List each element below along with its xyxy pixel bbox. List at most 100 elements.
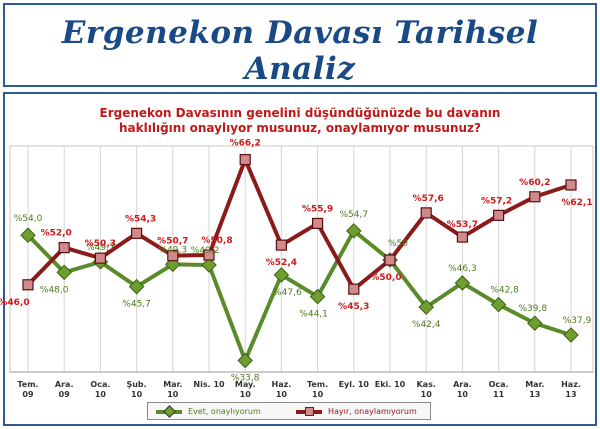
data-label-hayir: %50,0 <box>370 273 401 283</box>
legend-label-evet: Evet, onaylıyorum <box>188 407 261 416</box>
data-point-hayir <box>348 283 360 295</box>
data-point-hayir <box>456 231 468 243</box>
data-label-evet: %54,7 <box>340 210 369 220</box>
data-label-evet: %54,0 <box>14 214 43 224</box>
data-point-evet <box>490 296 507 313</box>
data-label-hayir: %57,2 <box>481 196 512 206</box>
x-tick-label: Tem. <box>307 380 328 389</box>
data-label-hayir: %57,6 <box>413 194 444 204</box>
data-point-hayir <box>529 191 541 203</box>
x-tick-label: 10 <box>240 390 252 399</box>
x-tick-label: Eki. 10 <box>375 380 406 389</box>
data-point-evet <box>20 227 36 243</box>
data-label-evet: %37,9 <box>563 316 592 326</box>
data-point-evet <box>454 275 471 291</box>
data-label-hayir: %62,1 <box>561 198 592 208</box>
chart-title-line-1: Ergenekon Davasının genelini düşündüğünü… <box>99 106 501 120</box>
data-label-evet: %42,4 <box>412 320 441 330</box>
x-tick-label: Ara. <box>453 380 472 389</box>
chart-title-line-2: haklılığını onaylıyor musunuz, onaylamıy… <box>119 121 481 135</box>
data-label-hayir: %53,7 <box>447 220 478 230</box>
data-label-evet: %49,3 <box>159 245 188 255</box>
x-tick-label: Nis. 10 <box>193 380 225 389</box>
data-labels: %54,0 %48,0 %49,7 %45,7 %49,3 %49,2 %33,8 %47,6… <box>0 139 593 384</box>
x-tick-label: 10 <box>276 390 288 399</box>
page-title: Ergenekon Davası Tarihsel Analiz <box>61 15 539 87</box>
series-line-evet <box>26 228 572 363</box>
x-tick-label: Haz. <box>272 380 292 389</box>
legend-marker-hayir <box>305 407 314 416</box>
x-tick-label: 11 <box>493 390 505 399</box>
data-label-evet: %47,6 <box>273 288 302 298</box>
x-tick-label: 09 <box>22 390 34 399</box>
data-label-hayir: %54,3 <box>125 214 156 224</box>
data-point-evet <box>527 315 543 332</box>
data-label-hayir: %52,0 <box>41 229 72 239</box>
x-tick-label: Oca. <box>489 380 509 389</box>
data-label-hayir: %52,4 <box>266 258 297 268</box>
data-point-hayir <box>384 254 396 266</box>
x-tick-label: Mar. <box>525 380 544 389</box>
data-point-evet <box>237 352 253 369</box>
x-tick-label: 10 <box>312 390 324 399</box>
data-point-evet <box>56 264 72 281</box>
legend: Evet, onaylıyorum Hayır, onaylamıyorum <box>147 402 431 420</box>
data-label-evet: %42,8 <box>490 286 519 296</box>
data-label-hayir: %66,2 <box>230 139 261 149</box>
data-label-hayir: %55,9 <box>302 204 333 214</box>
grid <box>9 145 594 373</box>
data-point-hayir <box>493 209 505 221</box>
x-tick-label: 10 <box>95 390 107 399</box>
data-point-evet <box>128 278 145 295</box>
x-tick-label: Kas. <box>416 380 435 389</box>
data-label-evet: %39,8 <box>519 304 548 314</box>
data-point-evet <box>309 288 326 305</box>
x-tick-label: Mar. <box>163 380 182 389</box>
x-tick-label: Ara. <box>55 380 74 389</box>
x-tick-label: 13 <box>529 390 540 399</box>
data-label-evet: %48,0 <box>40 285 69 295</box>
data-point-hayir <box>94 252 107 264</box>
header-banner: Ergenekon Davası Tarihsel Analiz <box>3 3 597 87</box>
data-point-hayir <box>22 279 34 291</box>
data-label-hayir: %50,8 <box>201 236 232 246</box>
data-label-evet: %46,3 <box>448 264 477 274</box>
plot-area <box>9 145 594 373</box>
x-tick-label: Oca. <box>90 380 110 389</box>
series-line-hayir <box>26 157 572 292</box>
data-label-hayir: %50,3 <box>85 239 116 249</box>
data-label-evet: %33,8 <box>231 373 260 383</box>
data-label-evet: %49,7 <box>86 243 115 253</box>
data-label-hayir: %45,3 <box>338 302 369 312</box>
data-point-evet <box>201 257 217 273</box>
data-label-hayir: %46,0 <box>0 298 30 308</box>
x-tick-label: Eyl. 10 <box>339 380 370 389</box>
x-tick-label: 13 <box>565 390 576 399</box>
x-tick-label: Haz. <box>561 380 581 389</box>
x-tick-label: 10 <box>421 390 433 399</box>
data-point-hayir <box>131 227 143 239</box>
data-point-hayir <box>58 242 70 254</box>
x-tick-label: 10 <box>167 390 179 399</box>
data-point-hayir <box>239 153 251 166</box>
data-point-hayir <box>565 179 577 191</box>
data-point-evet <box>273 267 290 283</box>
data-label-evet: %50 <box>388 239 408 249</box>
x-tick-label: May. <box>235 380 256 389</box>
data-point-hayir <box>203 249 215 261</box>
x-tick-label: 10 <box>131 390 143 399</box>
x-tick-label: Şub. <box>126 380 146 389</box>
data-label-hayir: %50,7 <box>157 237 188 247</box>
data-point-hayir <box>420 207 432 219</box>
x-tick-label: 10 <box>457 390 469 399</box>
data-label-evet: %44,1 <box>299 310 328 320</box>
data-point-hayir <box>312 217 324 230</box>
data-point-evet <box>346 223 362 239</box>
data-point-evet <box>563 327 579 343</box>
legend-label-hayir: Hayır, onaylamıyorum <box>328 407 417 416</box>
x-tick-label: Tem. <box>17 380 38 389</box>
data-label-hayir: %60,2 <box>519 178 550 188</box>
legend-marker-evet <box>163 405 176 418</box>
x-tick-label: 09 <box>59 390 71 399</box>
